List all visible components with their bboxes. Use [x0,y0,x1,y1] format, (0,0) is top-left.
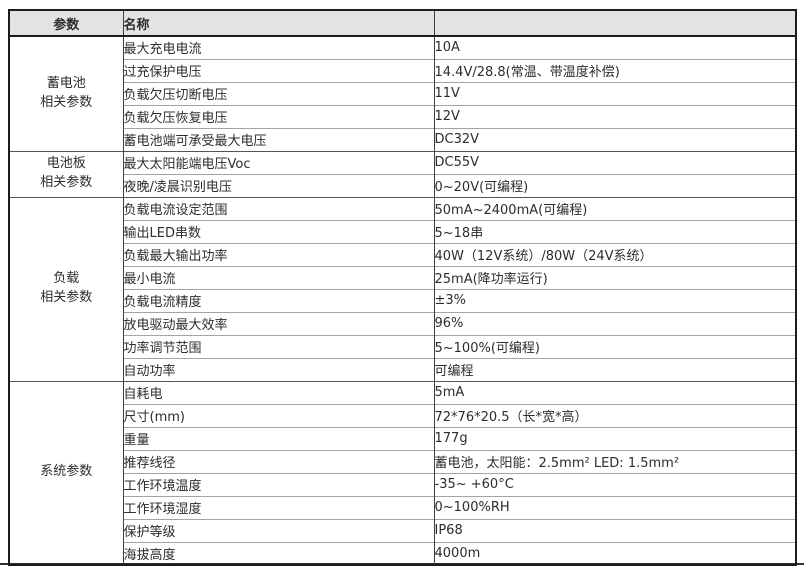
table-row: 夜晚/凌晨识别电压 0~20V(可编程) [9,173,796,197]
param-value-cell: 50mA~2400mA(可编程) [433,196,796,220]
group-label-line: 相关参数 [40,290,93,305]
param-value-cell: 0~100%RH [433,495,796,519]
param-value-cell: 5~100%(可编程) [433,334,796,358]
table-row: 尺寸(mm) 72*76*20.5（长*宽*高） [9,403,796,427]
spec-table: 参数 名称 蓄电池 相关参数 最大充电电流 10A 过充保护电压 14.4V/2… [8,9,797,566]
param-value-cell: 10A [433,35,796,59]
table-row: 蓄电池 相关参数 最大充电电流 10A [9,35,796,151]
param-name-cell: 放电驱动最大效率 [122,311,434,335]
param-value-cell: 12V [433,104,796,128]
param-value-cell: -35~ +60°C [433,472,796,496]
param-name-cell: 负载欠压切断电压 [122,81,434,105]
table-row: 负载最大输出功率 40W（12V系统）/80W（24V系统） [9,242,796,266]
table-row: 输出LED串数 5~18串 [9,219,796,243]
param-name-cell: 保护等级 [122,518,434,542]
param-name-cell: 负载欠压恢复电压 [122,104,434,128]
param-value-cell: IP68 [433,518,796,542]
param-name-cell: 负载最大输出功率 [122,242,434,266]
group-cell-battery: 蓄电池 相关参数 [9,35,123,151]
param-value-cell: 96% [433,311,796,335]
param-value-cell: 0~20V(可编程) [433,173,796,197]
group-cell-load: 负载 相关参数 [9,196,123,381]
table-row: 工作环境温度 -35~ +60°C [9,472,796,496]
table-row: 最小电流 25mA(降功率运行) [9,265,796,289]
param-name-cell: 海拔高度 [122,541,434,565]
param-name-cell: 输出LED串数 [122,219,434,243]
header-row: 参数 名称 [9,10,796,37]
param-name-cell: 最大太阳能端电压Voc [122,150,434,174]
param-name-cell: 工作环境湿度 [122,495,434,519]
param-name-cell: 过充保护电压 [122,58,434,82]
param-value-cell: 72*76*20.5（长*宽*高） [433,403,796,427]
param-name-cell: 负载电流设定范围 [122,196,434,220]
group-label-line: 相关参数 [40,175,93,190]
param-value-cell: 11V [433,81,796,105]
param-name-cell: 负载电流精度 [122,288,434,312]
param-value-cell: 蓄电池，太阳能：2.5mm² LED: 1.5mm² [433,449,796,473]
group-cell-panel: 电池板 相关参数 [9,150,123,197]
param-name-cell: 推荐线径 [122,449,434,473]
param-value-cell: 25mA(降功率运行) [433,265,796,289]
param-value-cell: 可编程 [433,357,796,381]
param-value-cell: 4000m [433,541,796,565]
table-row: 工作环境湿度 0~100%RH [9,495,796,519]
group-label-line: 相关参数 [40,94,93,110]
table-row: 过充保护电压 14.4V/28.8(常温、带温度补偿) [9,58,796,82]
group-label-line: 蓄电池 [46,75,86,91]
table-row: 自动功率 可编程 [9,357,796,381]
header-param: 参数 [9,10,123,37]
group-cell-system: 系统参数 [9,380,123,565]
param-name-cell: 最小电流 [122,265,434,289]
param-value-cell: 5~18串 [433,219,796,243]
param-name-cell: 自耗电 [122,380,434,404]
param-value-cell: ±3% [433,288,796,312]
param-name-cell: 蓄电池端可承受最大电压 [122,127,434,151]
group-label-line: 负载 [53,271,80,287]
param-value-cell: 40W（12V系统）/80W（24V系统） [433,242,796,266]
param-name-cell: 夜晚/凌晨识别电压 [122,173,434,197]
table-row: 负载电流精度 ±3% [9,288,796,312]
param-name-cell: 尺寸(mm) [122,403,434,427]
param-name-cell: 功率调节范围 [122,334,434,358]
table-row: 蓄电池端可承受最大电压 DC32V [9,127,796,151]
table-row: 放电驱动最大效率 96% [9,311,796,335]
table-row: 负载欠压恢复电压 12V [9,104,796,128]
param-value-cell: 5mA [433,380,796,404]
param-value-cell: DC32V [433,127,796,151]
table-row: 重量 177g [9,426,796,450]
table-row: 保护等级 IP68 [9,518,796,542]
table-row: 功率调节范围 5~100%(可编程) [9,334,796,358]
table-row: 海拔高度 4000m [9,541,796,565]
table-row: 负载欠压切断电压 11V [9,81,796,105]
header-name: 名称 [122,10,434,37]
param-name-cell: 最大充电电流 [122,35,434,59]
header-value [433,10,796,37]
group-label-line: 电池板 [46,156,86,172]
table-row: 推荐线径 蓄电池，太阳能：2.5mm² LED: 1.5mm² [9,449,796,473]
table-row: 系统参数 自耗电 5mA [9,380,796,565]
param-name-cell: 工作环境温度 [122,472,434,496]
param-name-cell: 重量 [122,426,434,450]
param-value-cell: 177g [433,426,796,450]
group-label-line: 系统参数 [40,464,93,480]
param-value-cell: 14.4V/28.8(常温、带温度补偿) [433,58,796,82]
table-row: 电池板 相关参数 最大太阳能端电压Voc DC55V [9,150,796,197]
param-name-cell: 自动功率 [122,357,434,381]
param-value-cell: DC55V [433,150,796,174]
table-row: 负载 相关参数 负载电流设定范围 50mA~2400mA(可编程) [9,196,796,381]
